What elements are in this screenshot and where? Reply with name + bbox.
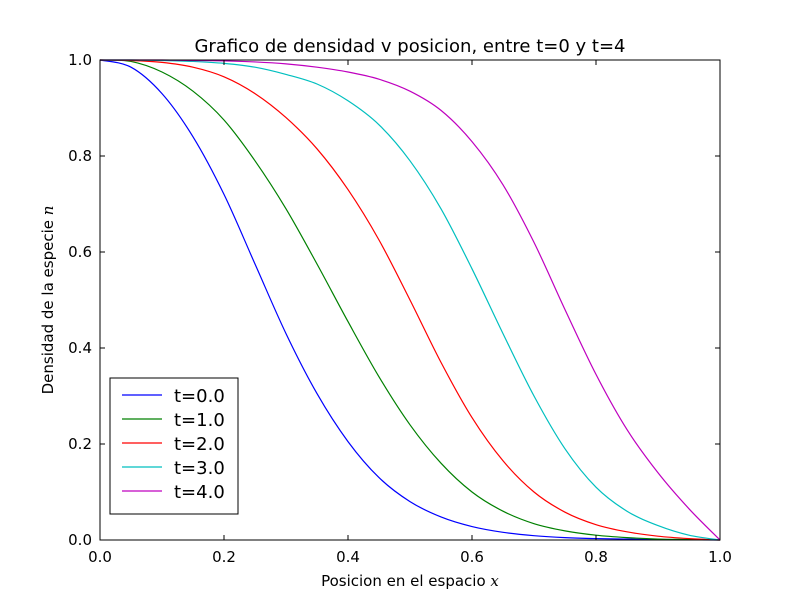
y-axis-variable: n <box>39 206 57 216</box>
ticks-layer: 0.0 0.2 0.4 0.6 0.8 1.0 0.0 0.2 0.4 0.6 0.8 1.0 <box>68 51 732 566</box>
series-line-4 <box>100 59 721 541</box>
y-axis-label: Densidad de la especie n <box>39 206 57 395</box>
legend: t=0.0 t=1.0 t=2.0 t=3.0 t=4.0 <box>109 377 239 515</box>
x-tick-label: 1.0 <box>708 548 732 566</box>
x-axis-variable: x <box>490 572 499 590</box>
y-tick-label: 0.8 <box>68 147 92 165</box>
series-layer <box>99 59 721 541</box>
x-tick-label: 0.8 <box>584 548 608 566</box>
series-line-3 <box>99 59 721 541</box>
y-axis-label-text: Densidad de la especie <box>39 215 57 394</box>
legend-label-1: t=1.0 <box>174 410 225 431</box>
legend-label-3: t=3.0 <box>174 458 225 479</box>
x-tick-label: 0.2 <box>212 548 236 566</box>
y-tick-label: 0.0 <box>68 531 92 549</box>
legend-label-0: t=0.0 <box>174 386 225 407</box>
x-axis-label-text: Posicion en el espacio <box>321 572 490 590</box>
plot-frame <box>99 59 721 541</box>
series-line-1 <box>99 59 721 541</box>
legend-label-2: t=2.0 <box>174 434 225 455</box>
y-tick-label: 0.2 <box>68 435 92 453</box>
y-tick-label: 0.6 <box>68 243 92 261</box>
x-tick-label: 0.0 <box>88 548 112 566</box>
series-line-2 <box>99 59 721 541</box>
series-line-0 <box>99 59 721 541</box>
x-tick-label: 0.4 <box>336 548 360 566</box>
y-tick-label: 0.4 <box>68 339 92 357</box>
chart-title: Grafico de densidad v posicion, entre t=… <box>194 36 625 57</box>
legend-label-4: t=4.0 <box>174 482 225 503</box>
x-axis-label: Posicion en el espacio x <box>321 572 499 590</box>
x-tick-label: 0.6 <box>460 548 484 566</box>
y-tick-label: 1.0 <box>68 51 92 69</box>
